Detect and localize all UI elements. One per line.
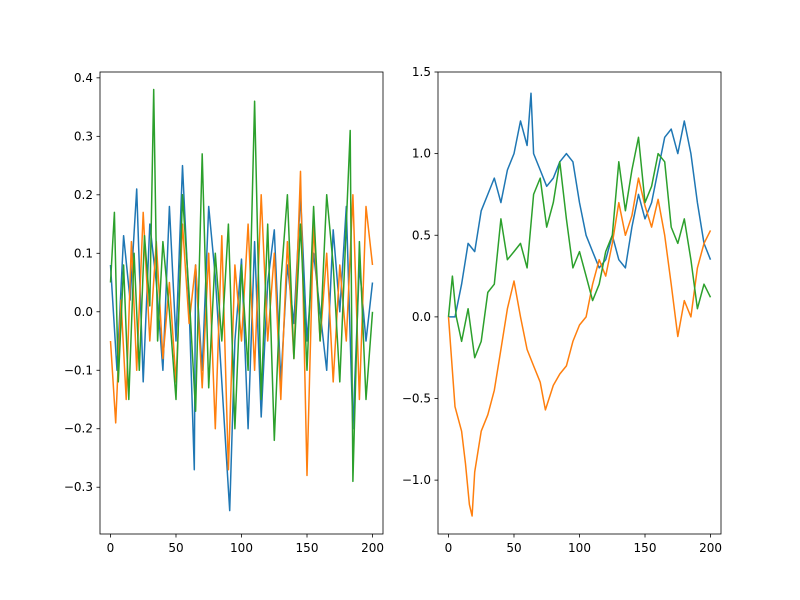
series-line-1 bbox=[448, 92, 712, 318]
x-tick-label: 0 bbox=[107, 541, 115, 555]
x-tick-label: 200 bbox=[699, 541, 722, 555]
x-tick-label: 150 bbox=[296, 541, 319, 555]
y-tick-label: −0.1 bbox=[64, 363, 93, 377]
x-tick-label: 0 bbox=[445, 541, 453, 555]
y-tick-label: 0.3 bbox=[74, 129, 93, 143]
series-line-3 bbox=[109, 88, 374, 483]
x-tick-label: 200 bbox=[361, 541, 384, 555]
right-subplot: 0 50 100 150 200 −1.0 −0.5 0.0 0.5 1.0 1.5 bbox=[402, 65, 722, 555]
y-tick-label: 1.0 bbox=[412, 147, 431, 161]
y-tick-label: 0.1 bbox=[74, 246, 93, 260]
y-tick-label: 0.5 bbox=[412, 228, 431, 242]
series-line-2 bbox=[447, 177, 712, 517]
y-tick-label: 0.4 bbox=[74, 71, 93, 85]
x-tick-label: 50 bbox=[168, 541, 183, 555]
x-tick-label: 50 bbox=[506, 541, 521, 555]
y-tick-label: 1.5 bbox=[412, 65, 431, 79]
y-tick-label: −0.2 bbox=[64, 422, 93, 436]
y-tick-label: −0.5 bbox=[402, 392, 431, 406]
x-tick-label: 100 bbox=[230, 541, 253, 555]
y-tick-label: −1.0 bbox=[402, 473, 431, 487]
x-tick-label: 150 bbox=[634, 541, 657, 555]
left-subplot: 0 50 100 150 200 −0.3 −0.2 −0.1 0.0 0.1 0.2 0.3 0.4 bbox=[64, 71, 384, 555]
y-tick-label: 0.0 bbox=[412, 310, 431, 324]
series-line-2 bbox=[109, 170, 374, 477]
y-tick-label: 0.0 bbox=[74, 305, 93, 319]
x-tick-label: 100 bbox=[568, 541, 591, 555]
y-tick-label: 0.2 bbox=[74, 188, 93, 202]
series-line-3 bbox=[447, 136, 712, 359]
y-tick-label: −0.3 bbox=[64, 480, 93, 494]
